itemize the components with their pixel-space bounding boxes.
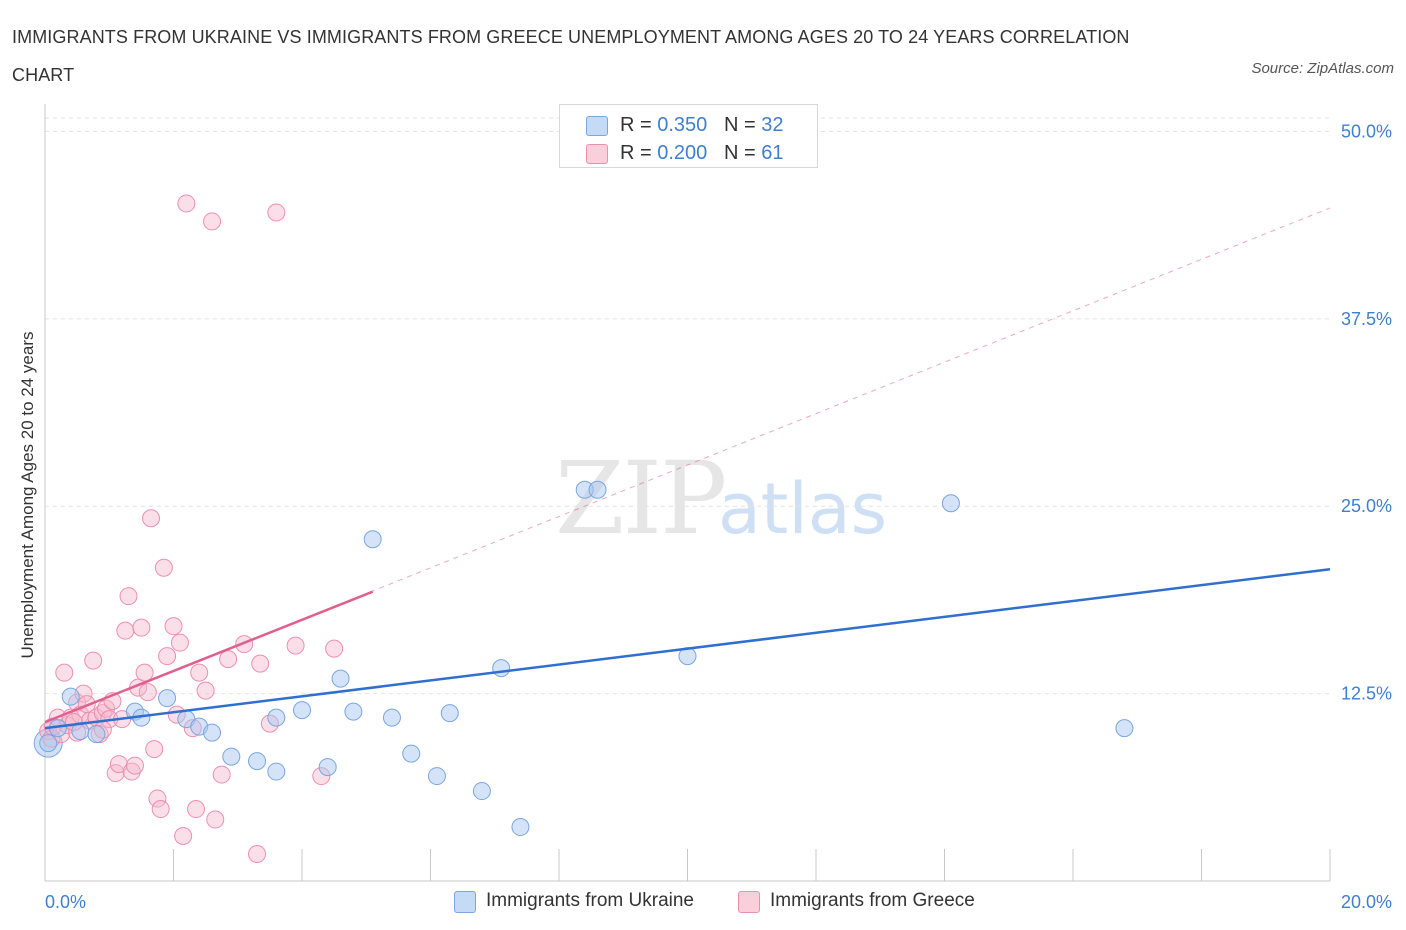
x-tick-label: 20.0% <box>1341 892 1392 912</box>
ukraine-point <box>293 701 311 720</box>
ukraine-point <box>440 704 459 723</box>
ukraine-point <box>941 494 960 513</box>
greece-point <box>248 845 267 864</box>
y-axis-label: Unemployment Among Ages 20 to 24 years <box>18 331 37 659</box>
greece-point <box>170 633 189 652</box>
legend-swatch-ukraine <box>586 116 608 136</box>
greece-point <box>148 789 167 808</box>
ukraine-point <box>267 762 286 781</box>
greece-point <box>135 663 154 682</box>
ukraine-point <box>318 758 337 777</box>
greece-point <box>219 650 238 669</box>
ukraine-point <box>61 687 80 706</box>
greece-point <box>212 765 231 784</box>
correlation-legend: R = 0.350 N = 32 R = 0.200 N = 61 <box>559 104 818 168</box>
greece-point <box>119 587 138 606</box>
ukraine-trend-line <box>44 567 1331 730</box>
greece-point <box>158 647 177 666</box>
greece-point <box>151 800 170 819</box>
greece-point <box>251 654 270 673</box>
ukraine-point <box>382 708 401 727</box>
source-label: Source: ZipAtlas.com <box>1251 60 1394 77</box>
y-tick-label: 50.0% <box>1341 121 1392 141</box>
ukraine-point <box>1115 719 1134 738</box>
ukraine-point <box>492 659 511 678</box>
greece-point <box>286 636 305 655</box>
greece-trend-line <box>44 590 374 724</box>
ukraine-point <box>344 702 363 721</box>
greece-point <box>190 663 209 682</box>
greece-point <box>196 681 215 700</box>
legend-swatch-greece <box>586 144 608 164</box>
greece-point <box>325 639 344 658</box>
greece-point <box>145 740 164 759</box>
legend-r-value: 0.200 <box>657 142 708 164</box>
greece-point <box>97 699 116 718</box>
greece-point <box>206 810 225 829</box>
greece-point <box>177 194 196 213</box>
y-tick-label: 37.5% <box>1341 309 1392 329</box>
legend-n-value: 61 <box>761 142 784 164</box>
greece-point <box>116 621 135 640</box>
bottom-legend-swatch-greece <box>738 891 760 913</box>
watermark-atlas: atlas <box>718 468 888 550</box>
legend-n-label: N = <box>723 142 756 164</box>
greece-point <box>55 663 74 682</box>
ukraine-point <box>331 669 350 688</box>
bottom-legend-label-greece: Immigrants from Greece <box>770 890 975 911</box>
legend-text-ukraine: R = 0.350 N = 32 <box>620 113 783 137</box>
ukraine-point <box>39 734 58 753</box>
greece-point <box>142 509 161 528</box>
chart-title: IMMIGRANTS FROM UKRAINE VS IMMIGRANTS FR… <box>12 27 1130 85</box>
greece-point <box>84 651 103 670</box>
legend-n-label: N = <box>723 114 756 136</box>
legend-text-greece: R = 0.200 N = 61 <box>620 141 783 165</box>
ukraine-point <box>402 744 421 763</box>
ukraine-point <box>427 767 446 786</box>
bottom-legend-swatch-ukraine <box>454 891 476 913</box>
legend-r-label: R = <box>620 114 652 136</box>
ukraine-point <box>511 818 530 837</box>
legend-n-value: 32 <box>761 114 784 136</box>
legend-r-label: R = <box>620 142 652 164</box>
bottom-legend-label-ukraine: Immigrants from Ukraine <box>486 890 694 911</box>
ukraine-point <box>363 530 382 549</box>
greece-point <box>164 617 183 636</box>
greece-point <box>125 756 144 775</box>
ukraine-point <box>203 723 222 742</box>
ukraine-point <box>472 782 491 801</box>
ukraine-point <box>87 725 106 744</box>
greece-point <box>203 212 222 231</box>
ukraine-point <box>222 747 241 766</box>
y-tick-label: 25.0% <box>1341 496 1392 516</box>
y-tick-label: 12.5% <box>1341 684 1392 704</box>
greece-point <box>132 618 151 637</box>
ukraine-point <box>267 708 286 727</box>
greece-point <box>154 558 173 577</box>
greece-point <box>138 683 157 702</box>
greece-point <box>186 800 205 819</box>
x-tick-label: 0.0% <box>45 892 86 912</box>
greece-point <box>267 203 286 222</box>
greece-point <box>122 762 141 781</box>
legend-r-value: 0.350 <box>657 114 708 136</box>
ukraine-point <box>588 480 607 499</box>
greece-point <box>174 827 193 846</box>
ukraine-point <box>248 752 267 771</box>
ukraine-point <box>158 689 177 708</box>
